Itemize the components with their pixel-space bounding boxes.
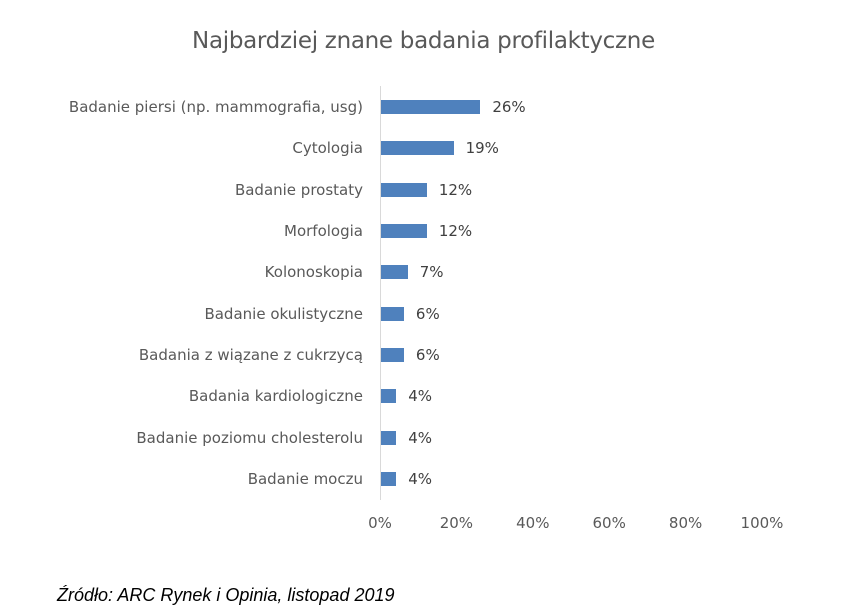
value-label: 12% <box>438 221 473 240</box>
bar <box>381 389 397 404</box>
category-label: Badanie poziomu cholesterolu <box>136 428 363 447</box>
category-label: Badania z wiązane z cukrzycą <box>138 345 363 364</box>
category-label: Morfologia <box>284 221 363 240</box>
bar <box>381 223 427 238</box>
value-label: 7% <box>419 263 444 282</box>
bar-row: Badania kardiologiczne 4% <box>0 386 847 406</box>
bar-row: Morfologia 12% <box>0 221 847 241</box>
value-label: 26% <box>492 98 526 116</box>
bar-row: Kolonoskopia 7% <box>0 262 847 282</box>
bar <box>381 265 408 280</box>
bar-row: Badania z wiązane z cukrzycą 6% <box>0 345 847 365</box>
category-label: Badanie moczu <box>247 469 363 488</box>
bar-row: Badanie poziomu cholesterolu 4% <box>0 428 847 448</box>
bar <box>381 471 397 486</box>
category-label: Cytologia <box>292 139 363 158</box>
x-tick-label: 40% <box>516 514 550 532</box>
bar-row: Badanie prostaty 12% <box>0 180 847 200</box>
bar <box>381 100 481 114</box>
x-tick-label: 80% <box>668 514 703 532</box>
bar <box>381 141 454 156</box>
category-label: Badanie prostaty <box>234 180 363 199</box>
bar <box>381 430 397 445</box>
bar <box>381 306 404 321</box>
x-tick-label: 60% <box>592 514 626 532</box>
value-label: 19% <box>465 139 499 158</box>
category-label: Badanie piersi (np. mammografia, usg) <box>68 98 363 116</box>
bar-row: Badanie okulistyczne 6% <box>0 304 847 324</box>
x-tick-label: 0% <box>368 514 392 532</box>
category-axis-line <box>380 86 381 500</box>
chart-title: Najbardziej znane badania profilaktyczne <box>192 28 655 54</box>
bar <box>381 182 427 197</box>
bar-row: Cytologia 19% <box>0 138 847 158</box>
value-label: 4% <box>408 469 433 488</box>
bar <box>381 347 404 362</box>
value-label: 6% <box>415 345 440 364</box>
value-label: 12% <box>438 180 473 199</box>
x-tick-label: 100% <box>740 514 784 532</box>
value-label: 4% <box>408 387 433 406</box>
bar-row: Badanie moczu 4% <box>0 469 847 489</box>
category-label: Kolonoskopia <box>264 263 363 282</box>
value-label: 4% <box>408 428 433 447</box>
category-label: Badanie okulistyczne <box>204 304 363 323</box>
source-note: Źródło: ARC Rynek i Opinia, listopad 201… <box>57 585 395 605</box>
category-label: Badania kardiologiczne <box>188 387 363 406</box>
bar-row: Badanie piersi (np. mammografia, usg) 26% <box>0 97 847 117</box>
x-tick-label: 20% <box>439 514 474 532</box>
value-label: 6% <box>415 304 440 323</box>
